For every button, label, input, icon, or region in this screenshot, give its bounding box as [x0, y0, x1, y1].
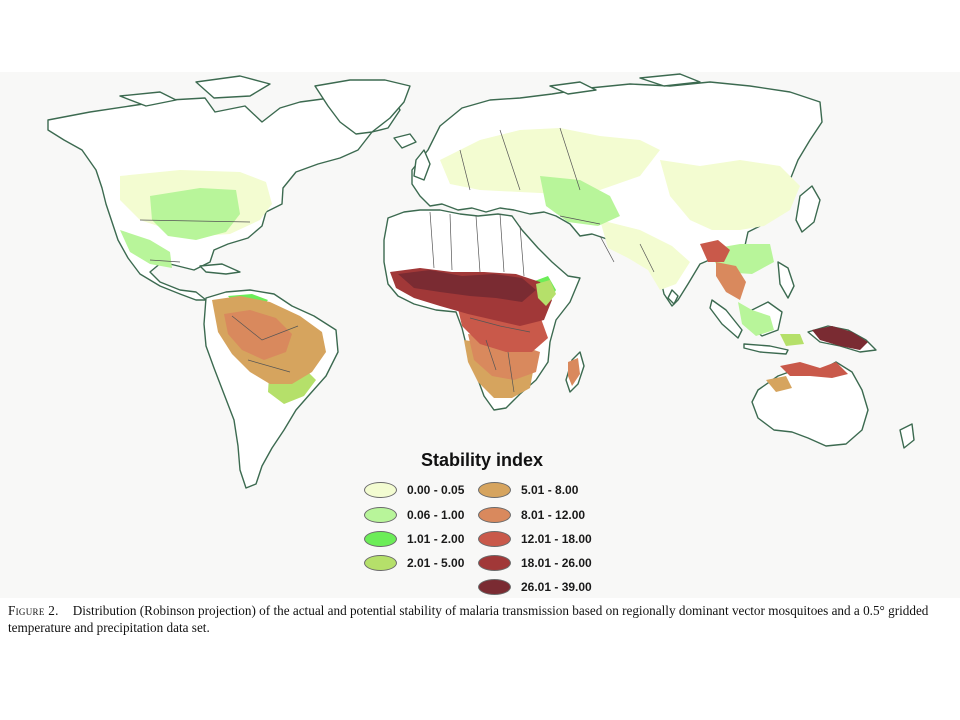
zone-stability-12-00	[716, 262, 746, 300]
zone-stability-18-00	[780, 362, 848, 378]
zone-stability-5-00	[536, 280, 556, 306]
legend-item-3: 2.01 - 5.00	[364, 554, 464, 572]
landmass-britain	[413, 149, 431, 181]
zone-stability-1-00	[540, 176, 620, 226]
zone-stability-39-00	[398, 270, 536, 302]
legend-label: 12.01 - 18.00	[521, 532, 592, 546]
borders	[139, 127, 655, 393]
legend-swatch	[478, 507, 511, 523]
landmass-japan	[795, 185, 821, 233]
zone-stability-0-05	[440, 128, 660, 194]
legend-swatch	[364, 531, 397, 547]
landmass-arctic-islands	[119, 73, 701, 107]
legend-label: 2.01 - 5.00	[407, 556, 465, 570]
zone-stability-8-00	[766, 376, 792, 392]
legend-swatch	[478, 579, 511, 595]
stability-zones	[120, 128, 868, 404]
legend-item-0: 0.00 - 0.05	[364, 481, 464, 499]
legend-item-8: 26.01 - 39.00	[478, 578, 592, 596]
world-map	[47, 73, 915, 489]
legend-swatch	[478, 531, 511, 547]
legend-swatch	[364, 482, 397, 498]
zone-stability-1-00	[738, 302, 774, 336]
caption-text: Distribution (Robinson projection) of th…	[8, 603, 929, 635]
legend-swatch	[364, 555, 397, 571]
legend-swatch	[478, 482, 511, 498]
zone-stability-12-00	[568, 358, 580, 386]
zone-stability-0-05	[660, 160, 800, 230]
figure-panel: Stability index 0.00 - 0.05 0.06 - 1.00 …	[0, 72, 960, 598]
legend-label: 0.06 - 1.00	[407, 508, 465, 522]
legend-label: 5.01 - 8.00	[521, 483, 579, 497]
zone-stability-39-00	[812, 326, 868, 350]
landmass-java	[743, 343, 789, 355]
landmass-iceland	[393, 133, 417, 149]
legend-item-6: 12.01 - 18.00	[478, 530, 592, 548]
figure-label: Figure 2.	[8, 603, 59, 618]
legend-item-2: 1.01 - 2.00	[364, 530, 464, 548]
landmass-philippines	[777, 261, 795, 299]
zone-stability-18-00	[700, 240, 730, 262]
legend-label: 8.01 - 12.00	[521, 508, 586, 522]
zone-stability-5-00	[780, 334, 804, 346]
zone-stability-12-00	[224, 310, 292, 360]
legend: Stability index 0.00 - 0.05 0.06 - 1.00 …	[364, 450, 624, 596]
figure-caption: Figure 2. Distribution (Robinson projecti…	[8, 602, 952, 636]
landmass-greenland	[314, 79, 411, 135]
legend-item-7: 18.01 - 26.00	[478, 554, 592, 572]
landmass-cuba	[199, 263, 241, 275]
zone-stability-0-05	[600, 220, 690, 290]
landmass-sumatra	[709, 299, 743, 339]
legend-item-5: 8.01 - 12.00	[478, 506, 585, 524]
zone-stability-1-00	[150, 188, 240, 240]
legend-label: 26.01 - 39.00	[521, 580, 592, 594]
legend-swatch	[478, 555, 511, 571]
legend-title: Stability index	[421, 450, 544, 470]
landmass-sri-lanka	[667, 289, 679, 305]
legend-label: 1.01 - 2.00	[407, 532, 465, 546]
legend-label: 0.00 - 0.05	[407, 483, 465, 497]
zone-stability-1-00	[120, 230, 172, 268]
landmass-new-zealand	[899, 423, 915, 449]
legend-label: 18.01 - 26.00	[521, 556, 592, 570]
legend-swatch	[364, 507, 397, 523]
legend-item-1: 0.06 - 1.00	[364, 506, 464, 524]
legend-item-4: 5.01 - 8.00	[478, 481, 578, 499]
